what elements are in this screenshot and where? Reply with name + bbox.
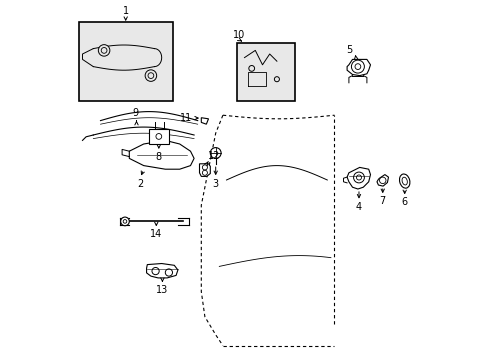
Circle shape xyxy=(210,148,221,158)
Text: 11: 11 xyxy=(180,113,192,123)
Circle shape xyxy=(202,170,207,175)
Text: 5: 5 xyxy=(345,45,351,55)
Polygon shape xyxy=(346,167,370,189)
Polygon shape xyxy=(129,140,194,169)
Ellipse shape xyxy=(399,174,409,188)
Circle shape xyxy=(123,220,126,223)
Text: 9: 9 xyxy=(132,108,138,118)
Circle shape xyxy=(274,77,279,82)
Text: 10: 10 xyxy=(232,30,244,40)
Circle shape xyxy=(101,48,107,53)
Text: 2: 2 xyxy=(137,179,143,189)
Text: 6: 6 xyxy=(401,197,407,207)
Bar xyxy=(149,129,168,144)
Text: 4: 4 xyxy=(355,202,361,212)
Text: 3: 3 xyxy=(212,179,218,189)
Polygon shape xyxy=(376,175,387,186)
Polygon shape xyxy=(346,59,370,76)
Circle shape xyxy=(202,165,207,170)
Circle shape xyxy=(353,172,364,183)
Text: 1: 1 xyxy=(122,6,128,16)
Text: 8: 8 xyxy=(156,152,162,162)
Polygon shape xyxy=(146,264,178,278)
Circle shape xyxy=(156,134,162,139)
Circle shape xyxy=(379,177,385,184)
Circle shape xyxy=(148,73,153,78)
Circle shape xyxy=(356,175,361,180)
Circle shape xyxy=(354,64,360,69)
Text: 12: 12 xyxy=(207,151,220,161)
Circle shape xyxy=(351,60,364,73)
Text: 14: 14 xyxy=(150,229,162,239)
Circle shape xyxy=(98,45,110,56)
Circle shape xyxy=(145,70,156,81)
Bar xyxy=(237,43,294,101)
Polygon shape xyxy=(201,118,208,124)
Circle shape xyxy=(121,217,129,226)
Ellipse shape xyxy=(401,177,407,185)
Text: 7: 7 xyxy=(379,196,385,206)
Bar xyxy=(79,22,172,101)
Circle shape xyxy=(248,66,254,71)
Circle shape xyxy=(152,267,159,275)
Text: 13: 13 xyxy=(156,285,168,295)
Polygon shape xyxy=(199,164,210,176)
Circle shape xyxy=(165,269,172,276)
